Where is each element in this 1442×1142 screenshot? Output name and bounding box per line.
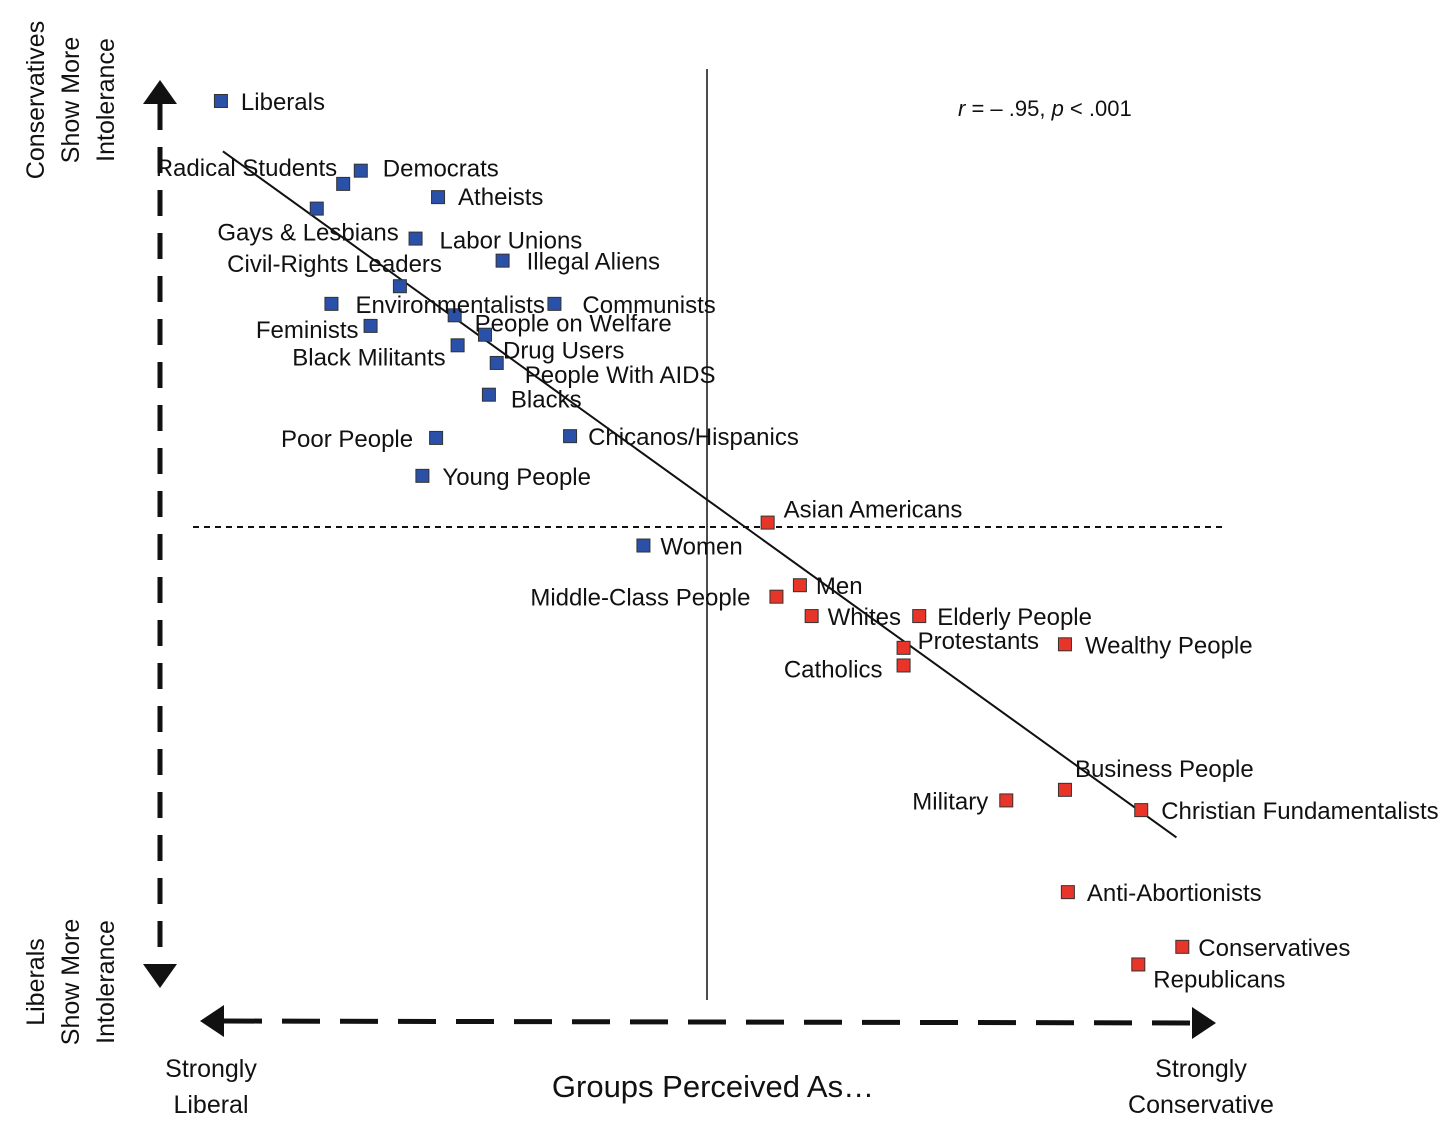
x-right-line-1: Strongly — [1155, 1055, 1247, 1083]
label-liberals: Liberals — [241, 89, 325, 116]
point-chicanos-hispanics-blue-square-marker — [563, 429, 578, 444]
label-black-militants: Black Militants — [292, 344, 445, 371]
label-asian-americans: Asian Americans — [784, 497, 963, 524]
point-people-with-aids-blue-square-marker — [489, 355, 504, 370]
y-axis-bottom-label: Liberals Show More Intolerance — [22, 919, 120, 1045]
label-people-with-aids: People With AIDS — [525, 362, 716, 389]
point-civil-rights-leaders-blue-square-marker — [392, 279, 407, 294]
y-bottom-line-2: Show More — [57, 919, 85, 1045]
point-drug-users-blue-square-marker — [477, 327, 492, 342]
point-catholics-red-square-marker — [896, 658, 911, 673]
label-labor-unions: Labor Unions — [440, 228, 583, 255]
label-anti-abortionists: Anti-Abortionists — [1087, 880, 1262, 907]
point-illegal-aliens-blue-square-marker — [495, 253, 510, 268]
label-gays-and-lesbians: Gays & Lesbians — [217, 220, 398, 247]
label-communists: Communists — [582, 292, 715, 319]
x-right-line-2: Conservative — [1128, 1091, 1274, 1119]
x-axis-arrow-shaft — [223, 1018, 1193, 1026]
data-points — [213, 93, 1190, 972]
x-axis-arrowhead-right — [1192, 1007, 1216, 1039]
label-elderly-people: Elderly People — [937, 604, 1092, 631]
point-christian-fundamentalists-red-square-marker — [1134, 803, 1149, 818]
point-men-red-square-marker — [792, 578, 807, 593]
y-axis-arrowhead-down — [143, 964, 177, 988]
label-poor-people: Poor People — [281, 426, 413, 453]
label-chicanos-hispanics: Chicanos/Hispanics — [588, 424, 799, 451]
point-women-blue-square-marker — [636, 538, 651, 553]
label-democrats: Democrats — [383, 156, 499, 183]
point-gays-and-lesbians-blue-square-marker — [309, 201, 324, 216]
label-young-people: Young People — [442, 464, 591, 491]
label-civil-rights-leaders: Civil-Rights Leaders — [227, 251, 442, 278]
point-environmentalists-blue-square-marker — [324, 296, 339, 311]
point-feminists-blue-square-marker — [363, 318, 378, 333]
point-military-red-square-marker — [999, 793, 1014, 808]
point-blacks-blue-square-marker — [481, 387, 496, 402]
point-labor-unions-blue-square-marker — [408, 231, 423, 246]
x-left-line-2: Liberal — [173, 1091, 248, 1119]
label-illegal-aliens: Illegal Aliens — [527, 249, 660, 276]
point-conservatives-red-square-marker — [1175, 939, 1190, 954]
label-environmentalists: Environmentalists — [355, 292, 544, 319]
label-christian-fundamentalists: Christian Fundamentalists — [1161, 798, 1438, 825]
point-communists-blue-square-marker — [547, 296, 562, 311]
point-anti-abortionists-red-square-marker — [1060, 885, 1075, 900]
regression-line — [222, 150, 1178, 839]
point-protestants-red-square-marker — [896, 640, 911, 655]
label-business-people: Business People — [1075, 756, 1254, 783]
point-whites-red-square-marker — [804, 609, 819, 624]
point-poor-people-blue-square-marker — [429, 430, 444, 445]
point-middle-class-people-red-square-marker — [769, 589, 784, 604]
label-whites: Whites — [828, 604, 901, 631]
axes — [143, 80, 1216, 1039]
point-elderly-people-red-square-marker — [912, 609, 927, 624]
label-republicans: Republicans — [1153, 966, 1285, 993]
label-women: Women — [660, 534, 742, 561]
label-people-on-welfare: People on Welfare — [475, 310, 672, 337]
label-wealthy-people: Wealthy People — [1085, 632, 1253, 659]
y-top-line-3: Intolerance — [92, 38, 120, 162]
label-protestants: Protestants — [918, 628, 1039, 655]
label-conservatives: Conservatives — [1198, 935, 1350, 962]
x-axis-title: Groups Perceived As… — [552, 1069, 874, 1104]
point-republicans-red-square-marker — [1131, 957, 1146, 972]
x-left-line-1: Strongly — [165, 1055, 257, 1083]
point-labels: Liberals Radical Students DemocratsAtheist… — [156, 89, 1439, 993]
point-young-people-blue-square-marker — [415, 468, 430, 483]
label-catholics: Catholics — [784, 656, 883, 683]
point-radical-students-blue-square-marker — [336, 176, 351, 191]
point-people-on-welfare-blue-square-marker — [447, 308, 462, 323]
point-atheists-blue-square-marker — [431, 190, 446, 205]
label-military: Military — [912, 788, 988, 815]
label-feminists: Feminists — [256, 317, 359, 344]
label-men: Men — [816, 573, 863, 600]
y-top-line-1: Conservatives — [22, 21, 50, 179]
point-liberals-blue-square-marker — [213, 93, 228, 108]
y-top-line-2: Show More — [57, 37, 85, 163]
point-black-militants-blue-square-marker — [450, 338, 465, 353]
y-bottom-line-3: Intolerance — [92, 920, 120, 1044]
fit-line — [222, 150, 1178, 839]
point-business-people-red-square-marker — [1057, 782, 1072, 797]
y-axis-arrowhead-up — [143, 80, 177, 104]
y-bottom-line-1: Liberals — [22, 938, 50, 1026]
y-axis-top-label: Conservatives Show More Intolerance — [22, 21, 120, 179]
label-atheists: Atheists — [458, 184, 543, 211]
x-axis-arrowhead-left — [200, 1005, 224, 1037]
label-blacks: Blacks — [511, 387, 582, 414]
point-wealthy-people-red-square-marker — [1057, 637, 1072, 652]
label-drug-users: Drug Users — [503, 338, 624, 365]
point-asian-americans-red-square-marker — [760, 515, 775, 530]
label-radical-students: Radical Students — [156, 155, 337, 182]
midlines — [193, 69, 1226, 1000]
correlation-annotation: r = – .95, p < .001 — [958, 96, 1132, 121]
label-middle-class-people: Middle-Class People — [530, 585, 750, 612]
point-democrats-blue-square-marker — [353, 163, 368, 178]
